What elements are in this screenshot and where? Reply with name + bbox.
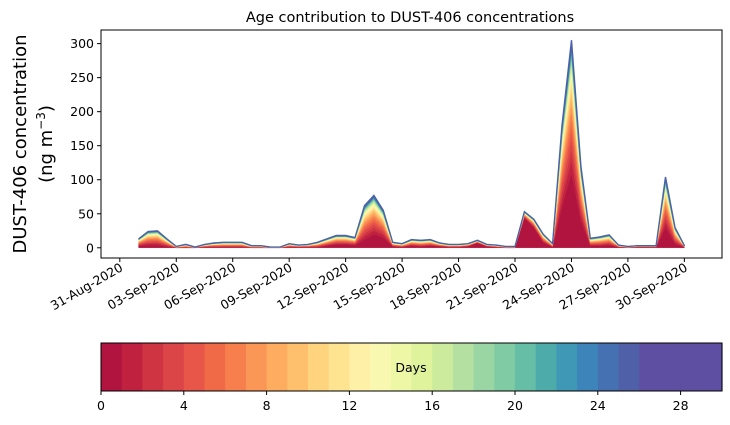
chart-title: Age contribution to DUST-406 concentrati… [246, 10, 574, 26]
age-band-5 [138, 129, 685, 248]
colorbar-swatch-20 [515, 343, 537, 391]
y-axis-label-line1: DUST-406 concentration [10, 34, 31, 253]
colorbar-tick-label: 16 [424, 398, 440, 413]
age-band-8 [138, 104, 685, 248]
colorbar-swatch-5 [204, 343, 226, 391]
colorbar-axis: 0 4 8 12 16 20 24 28 [97, 391, 689, 413]
y-tick-label: 100 [70, 172, 94, 187]
colorbar-tick-label: 20 [507, 398, 523, 413]
age-band-16 [138, 65, 685, 248]
age-band-14 [138, 72, 685, 248]
colorbar-tick-label: 12 [341, 398, 357, 413]
colorbar-swatch-27 [659, 343, 682, 391]
total-concentration-line [138, 40, 686, 248]
age-band-30 [138, 40, 685, 248]
age-band-26 [138, 44, 685, 248]
colorbar-swatch-7 [245, 343, 268, 391]
age-band-28 [138, 41, 685, 248]
age-band-27 [138, 43, 685, 248]
age-band-9 [138, 97, 685, 248]
y-axis-unit-close: ) [36, 105, 57, 112]
y-tick-label: 150 [70, 138, 94, 153]
age-band-4 [138, 138, 685, 248]
colorbar-swatch-13 [370, 343, 392, 391]
colorbar-swatch-18 [473, 343, 495, 391]
colorbar [101, 343, 723, 391]
age-band-7 [138, 111, 685, 248]
colorbar-swatch-28 [680, 343, 702, 391]
y-axis-unit-exponent: −3 [34, 112, 48, 130]
age-band-29 [138, 40, 685, 248]
age-band-10 [138, 90, 685, 248]
colorbar-swatch-10 [308, 343, 330, 391]
colorbar-swatch-29 [701, 343, 723, 391]
colorbar-tick-label: 4 [180, 398, 188, 413]
age-band-13 [138, 76, 685, 248]
colorbar-swatch-17 [452, 343, 475, 391]
colorbar-swatch-15 [411, 343, 433, 391]
age-band-22 [138, 50, 685, 248]
total-outline [138, 40, 686, 248]
colorbar-swatch-21 [535, 343, 557, 391]
colorbar-tick-label: 24 [590, 398, 606, 413]
age-band-23 [138, 48, 685, 248]
colorbar-swatch-16 [432, 343, 454, 391]
y-tick-label: 250 [70, 70, 94, 85]
colorbar-tick-label: 0 [97, 398, 105, 413]
colorbar-swatch-25 [618, 343, 640, 391]
colorbar-swatch-26 [639, 343, 661, 391]
y-axis-unit: (ng m [36, 130, 57, 183]
colorbar-swatch-4 [183, 343, 206, 391]
age-band-17 [138, 62, 685, 248]
plot-frame [100, 29, 723, 259]
age-band-25 [138, 45, 685, 248]
colorbar-swatch-6 [225, 343, 247, 391]
colorbar-swatch-0 [101, 343, 123, 391]
colorbar-frame [100, 342, 723, 392]
colorbar-swatch-19 [494, 343, 516, 391]
y-axis-label: DUST-406 concentration (ng m−3) [10, 34, 57, 253]
y-tick-label: 50 [78, 206, 94, 221]
colorbar-swatch-24 [597, 343, 620, 391]
age-band-19 [138, 56, 685, 248]
age-band-2 [138, 160, 685, 249]
age-band-15 [138, 68, 685, 248]
colorbar-label: Days [395, 360, 426, 375]
colorbar-tick-label: 8 [263, 398, 271, 413]
age-band-21 [138, 52, 685, 248]
colorbar-swatch-23 [577, 343, 599, 391]
age-band-6 [138, 120, 685, 248]
colorbar-swatch-11 [328, 343, 350, 391]
colorbar-swatch-2 [142, 343, 164, 391]
colorbar-swatch-9 [287, 343, 309, 391]
age-band-11 [138, 85, 685, 248]
colorbar-swatch-12 [349, 343, 371, 391]
y-tick-label: 300 [70, 36, 94, 51]
colorbar-swatch-3 [163, 343, 185, 391]
age-band-3 [138, 149, 685, 248]
y-tick-label: 0 [86, 240, 94, 255]
colorbar-swatch-14 [390, 343, 413, 391]
age-band-20 [138, 54, 685, 248]
y-axis: 0 50 100 150 200 250 300 [70, 36, 101, 255]
age-band-areas [138, 40, 685, 249]
colorbar-swatch-1 [121, 343, 143, 391]
age-band-12 [138, 80, 685, 248]
colorbar-swatch-8 [266, 343, 288, 391]
x-axis: 31-Aug-202003-Sep-202006-Sep-202009-Sep-… [48, 258, 690, 313]
y-axis-label-line2: (ng m−3) [34, 105, 57, 183]
colorbar-tick-label: 28 [673, 398, 689, 413]
age-band-18 [138, 59, 685, 248]
age-band-24 [138, 47, 685, 248]
colorbar-swatch-22 [556, 343, 578, 391]
y-tick-label: 200 [70, 104, 94, 119]
